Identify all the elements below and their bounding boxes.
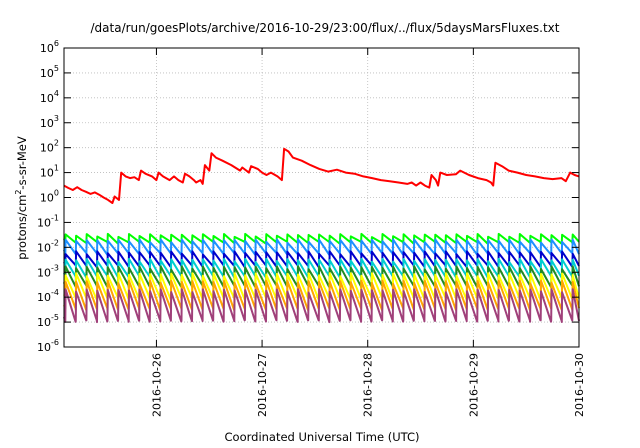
y-tick-label: 100: [40, 189, 59, 205]
y-tick-label: 103: [40, 114, 59, 130]
y-tick-label: 10-3: [37, 263, 59, 279]
y-tick-label: 10-1: [37, 213, 59, 229]
y-tick-label: 101: [40, 164, 59, 180]
x-tick-label: 2016-10-30: [573, 353, 586, 417]
x-tick-label: 2016-10-28: [362, 353, 375, 417]
y-tick-label: 10-4: [37, 288, 59, 304]
x-tick-label: 2016-10-27: [256, 353, 269, 417]
series-line-9: [63, 288, 580, 324]
y-axis-ticks: 106 105 104 103 102 101 100 10-1 10-2 10-3 10-4 10-…: [37, 39, 579, 354]
chart-title: /data/run/goesPlots/archive/2016-10-29/2…: [91, 21, 560, 35]
x-axis-ticks: 2016-10-26 2016-10-27 2016-10-28 2016-10-29…: [150, 48, 586, 417]
x-tick-label: 2016-10-29: [467, 353, 480, 417]
y-axis-label: protons/cm2-s-sr-MeV: [14, 136, 29, 260]
x-tick-label: 2016-10-26: [150, 353, 163, 417]
y-tick-label: 10-2: [37, 238, 59, 254]
y-tick-label: 106: [40, 39, 59, 55]
series-group: [63, 147, 580, 324]
y-tick-label: 104: [40, 89, 59, 105]
y-tick-label: 10-6: [37, 338, 59, 354]
y-axis-label-pre: protons/cm: [15, 195, 29, 260]
y-axis-label-post: -s-sr-MeV: [15, 136, 29, 189]
y-tick-label: 105: [40, 64, 59, 80]
y-tick-label: 10-5: [37, 313, 59, 329]
x-axis-label: Coordinated Universal Time (UTC): [225, 430, 420, 444]
y-tick-label: 102: [40, 139, 59, 155]
y-axis-label-sup: 2: [14, 190, 23, 195]
series-line-1: [63, 147, 580, 204]
